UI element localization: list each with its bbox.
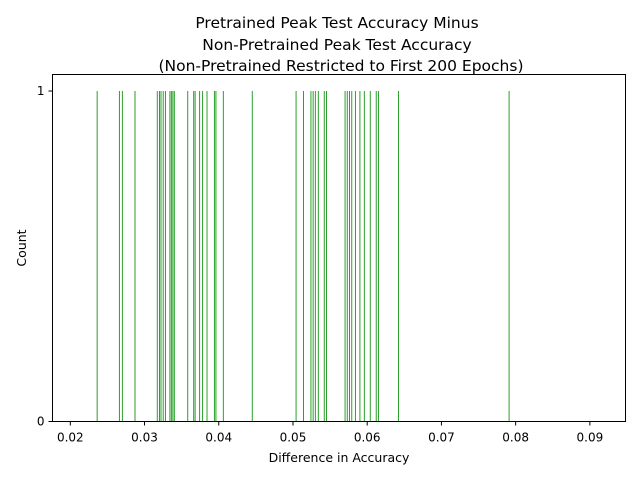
histogram-bar <box>160 91 162 422</box>
x-tick-label: 0.06 <box>354 431 381 445</box>
y-tick-label: 1 <box>37 84 45 98</box>
histogram-bar <box>156 91 158 422</box>
histogram-bar <box>303 91 305 422</box>
x-axis-ticks: 0.02 0.03 0.04 0.05 0.06 0.07 0.08 0.09 <box>57 421 604 445</box>
histogram-bar <box>222 91 224 422</box>
x-tick-label: 0.05 <box>280 431 307 445</box>
histogram-bar <box>295 91 297 422</box>
histogram-bar <box>359 91 361 422</box>
histogram-bar <box>172 91 174 422</box>
histogram-bar <box>317 91 319 422</box>
histogram-bar <box>164 91 166 422</box>
plot-frame <box>52 74 626 422</box>
x-axis-label: Difference in Accuracy <box>269 450 410 465</box>
x-tick-label: 0.09 <box>577 431 604 445</box>
histogram-bar <box>375 91 377 422</box>
histogram-bar <box>310 91 312 422</box>
chart-title-line-1: Pretrained Peak Test Accuracy Minus <box>195 14 478 32</box>
chart-title-line-2: Non-Pretrained Peak Test Accuracy <box>202 36 471 54</box>
y-axis-ticks: 01 <box>37 84 53 429</box>
histogram-bar <box>169 91 171 422</box>
x-tick-label: 0.07 <box>428 431 455 445</box>
histogram-bar <box>346 91 348 422</box>
chart-title-line-3: (Non-Pretrained Restricted to First 200 … <box>158 57 523 75</box>
histogram-bar <box>398 91 400 422</box>
bars-group <box>96 91 510 422</box>
histogram-bar <box>323 91 325 422</box>
histogram-bar <box>312 91 314 422</box>
histogram-bar <box>213 91 215 422</box>
x-tick-label: 0.03 <box>131 431 158 445</box>
y-tick-label: 0 <box>37 415 45 429</box>
histogram-bar <box>215 91 217 422</box>
histogram-bar <box>118 91 120 422</box>
histogram-bar <box>363 91 365 422</box>
histogram-bar <box>199 91 201 422</box>
histogram-bar <box>187 91 189 422</box>
histogram-bar <box>96 91 98 422</box>
histogram-bar <box>162 91 164 422</box>
histogram-bar <box>194 91 196 422</box>
histogram-bar <box>134 91 136 422</box>
histogram-bar <box>369 91 371 422</box>
histogram-bar <box>508 91 510 422</box>
histogram-bar <box>159 91 161 422</box>
y-axis-label: Count <box>14 229 29 266</box>
x-tick-label: 0.02 <box>57 431 84 445</box>
histogram-bar <box>193 91 195 422</box>
histogram-bar <box>344 91 346 422</box>
histogram-bar <box>121 91 123 422</box>
histogram-bar <box>314 91 316 422</box>
histogram-bar <box>354 91 356 422</box>
histogram-bar <box>251 91 253 422</box>
x-tick-label: 0.04 <box>205 431 232 445</box>
histogram-bar <box>202 91 204 422</box>
histogram-bar <box>170 91 172 422</box>
histogram-bar <box>206 91 208 422</box>
x-tick-label: 0.08 <box>502 431 529 445</box>
histogram-bar <box>173 91 175 422</box>
histogram-bar <box>377 91 379 422</box>
histogram-bar <box>351 91 353 422</box>
histogram-bar <box>349 91 351 422</box>
histogram-bar <box>326 91 328 422</box>
